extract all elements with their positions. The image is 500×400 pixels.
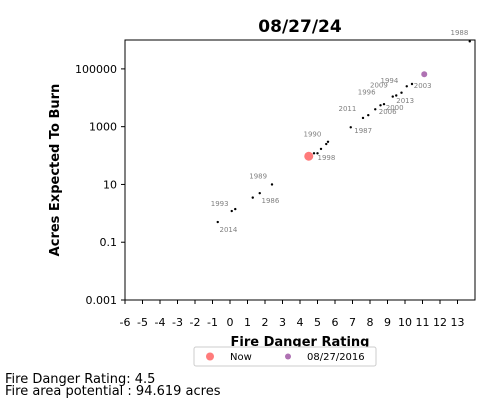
- data-point: [382, 102, 386, 106]
- y-tick-label: 1000: [89, 121, 117, 134]
- data-point: [316, 152, 319, 155]
- data-point: [410, 82, 414, 86]
- year-annotation: 1998: [318, 154, 336, 162]
- x-tick-label: 2: [262, 316, 269, 329]
- x-tick-label: 6: [332, 316, 339, 329]
- year-annotation: 2014: [220, 226, 238, 234]
- year-annotation: 2003: [414, 82, 432, 90]
- data-point: [258, 191, 261, 195]
- year-annotation: 1986: [262, 197, 280, 205]
- data-point: [361, 116, 365, 120]
- data-point: [312, 152, 316, 155]
- x-tick-label: -3: [172, 316, 183, 329]
- y-tick-label: 10: [103, 178, 117, 191]
- x-tick-label: 11: [416, 316, 430, 329]
- legend-label-now: Now: [230, 352, 252, 363]
- data-point: [230, 209, 233, 213]
- x-tick-label: -5: [137, 316, 148, 329]
- legend-marker-now: [206, 352, 214, 361]
- data-point: [349, 126, 352, 129]
- year-annotation: 1987: [354, 127, 372, 135]
- now-point: [304, 151, 314, 161]
- x-tick-label: 1: [244, 316, 251, 329]
- data-point: [405, 85, 408, 88]
- x-tick-label: -2: [190, 316, 201, 329]
- year-annotation: 2009: [370, 81, 388, 89]
- data-point: [251, 196, 254, 199]
- x-axis: -6 -5 -4 -3 -2 -1 0 1 2 3 4 5 6 7 8 9 10 11 12 13: [120, 300, 465, 329]
- data-point: [400, 91, 403, 94]
- x-tick-label: 5: [314, 316, 321, 329]
- x-tick-label: 3: [279, 316, 286, 329]
- year-annotation: 1990: [304, 131, 322, 139]
- y-axis: 0.001 0.1 10 1000 100000: [75, 63, 125, 307]
- x-tick-label: 8: [367, 316, 374, 329]
- legend: Now 08/27/2016: [193, 346, 377, 367]
- data-point: [395, 94, 398, 97]
- x-tick-label: 9: [384, 316, 391, 329]
- x-tick-label: -4: [155, 316, 166, 329]
- y-axis-label: Acres Expected To Burn: [48, 84, 63, 257]
- data-point: [379, 104, 382, 107]
- y-tick-label: 0.1: [100, 236, 118, 249]
- year-annotation: 2013: [396, 97, 414, 105]
- data-point: [234, 207, 237, 211]
- data-point: [367, 113, 370, 117]
- fire-danger-rating-text: Fire Danger Rating: 4.5: [5, 372, 156, 387]
- year-annotation: 2006: [379, 108, 397, 116]
- data-point: [319, 147, 323, 151]
- year-annotation: 1988: [451, 29, 469, 37]
- fire-area-potential-text: Fire area potential : 94.619 acres: [5, 384, 221, 399]
- year-annotation: 1993: [211, 200, 229, 208]
- x-tick-label: 10: [398, 316, 412, 329]
- year-annotation: 1996: [358, 88, 376, 96]
- year-annotation: 2011: [339, 105, 357, 113]
- x-tick-label: 7: [349, 316, 356, 329]
- x-axis-label: Fire Danger Rating: [231, 335, 370, 350]
- data-point: [216, 220, 219, 224]
- data-point: [270, 183, 274, 186]
- year-annotation: 2000: [386, 104, 404, 112]
- y-tick-label: 0.001: [86, 294, 118, 307]
- data-point: [374, 108, 377, 111]
- chart-title: 08/27/24: [258, 17, 342, 37]
- x-tick-label: 12: [433, 316, 447, 329]
- x-tick-label: -1: [207, 316, 218, 329]
- x-tick-label: 0: [227, 316, 234, 329]
- x-tick-label: 13: [451, 316, 465, 329]
- data-point: [468, 40, 471, 43]
- reference-point: [421, 71, 428, 78]
- legend-marker-2016: [285, 353, 291, 360]
- data-point: [325, 142, 328, 146]
- data-point: [391, 95, 394, 98]
- year-annotation: 1989: [249, 173, 267, 181]
- x-tick-label: -6: [120, 316, 131, 329]
- year-annotation: 1994: [381, 77, 399, 85]
- data-point: [326, 140, 330, 143]
- x-tick-label: 4: [297, 316, 304, 329]
- legend-label-2016: 08/27/2016: [307, 352, 365, 363]
- y-tick-label: 100000: [75, 63, 117, 76]
- plot-frame: [124, 39, 476, 301]
